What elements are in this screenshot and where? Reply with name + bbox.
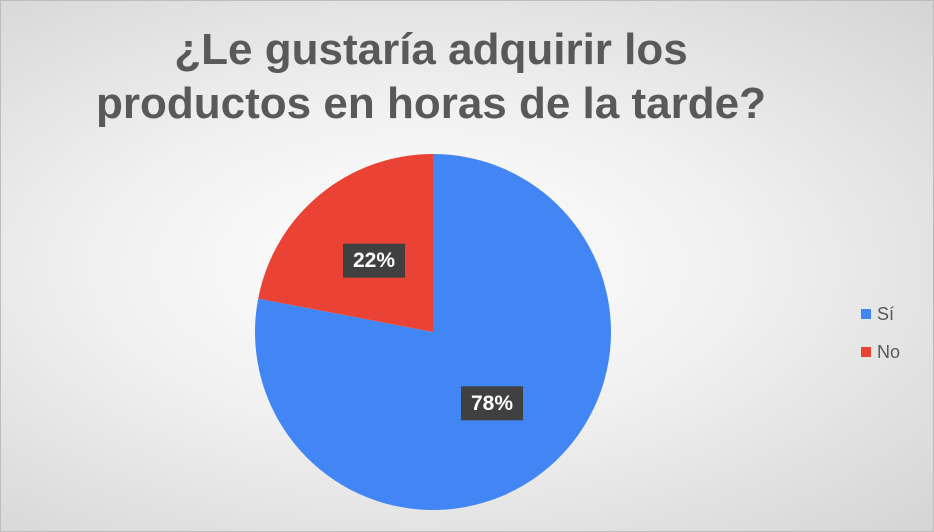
legend-swatch [861, 347, 871, 357]
data-label-box [343, 243, 406, 278]
data-label: 78% [471, 392, 513, 415]
pie-slice [254, 154, 611, 510]
legend-label: No [877, 342, 900, 362]
legend-label: Sí [877, 304, 894, 324]
legend-swatch [861, 309, 871, 319]
pie-slice [258, 154, 433, 332]
chart-title: ¿Le gustaría adquirir los productos en h… [96, 25, 766, 128]
data-label: 22% [353, 249, 395, 272]
data-label-box [460, 386, 523, 421]
